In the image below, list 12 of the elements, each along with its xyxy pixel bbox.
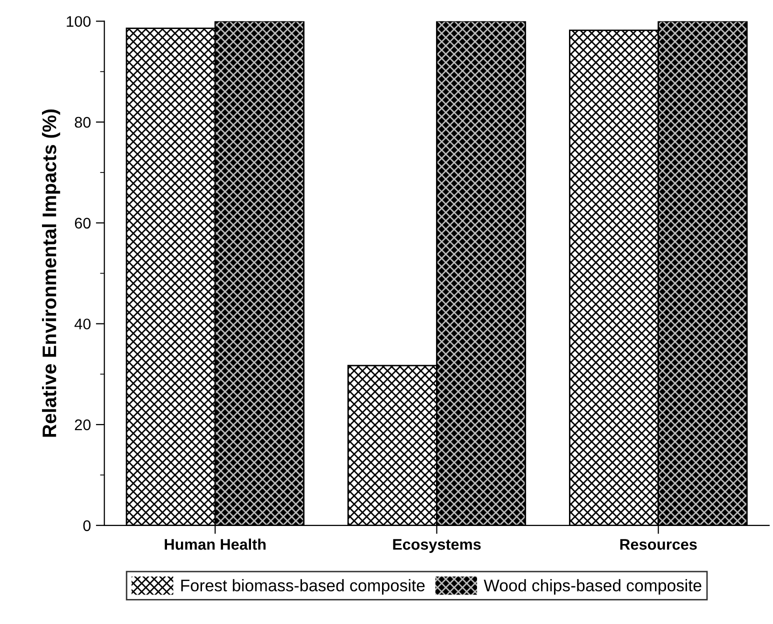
x-tick-label: Ecosystems xyxy=(393,539,481,553)
legend-label: Forest biomass-based composite xyxy=(181,579,425,595)
y-tick-label: 80 xyxy=(74,116,91,128)
y-tick-label: 20 xyxy=(74,419,91,430)
y-tick-label: 0 xyxy=(83,520,91,532)
y-tick-label: 60 xyxy=(74,218,91,229)
legend-label: Wood chips-based composite xyxy=(484,579,702,595)
y-tick-label: 100 xyxy=(66,16,91,27)
y-axis-title: Relative Environmental Impacts (%) xyxy=(42,109,60,437)
y-tick-label: 40 xyxy=(74,318,91,330)
x-tick-label: Human Health xyxy=(164,538,266,550)
x-tick-label: Resources xyxy=(620,539,697,550)
